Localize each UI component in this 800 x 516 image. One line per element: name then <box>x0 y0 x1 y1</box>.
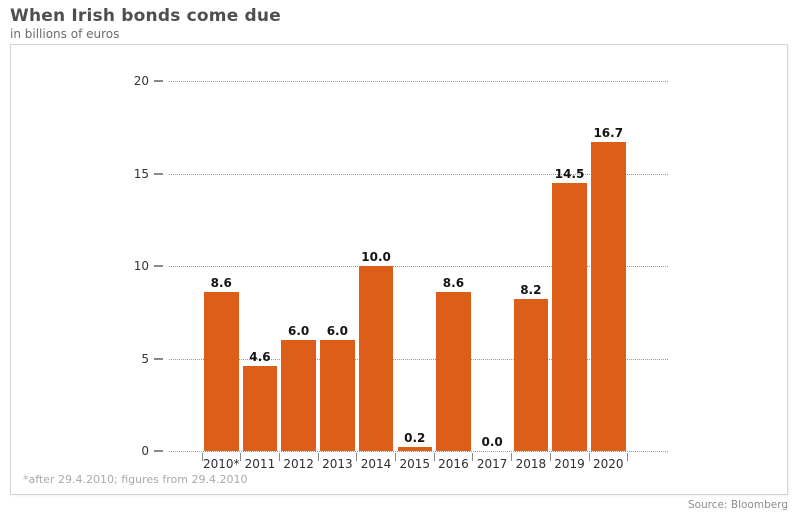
y-axis-tick <box>154 450 163 452</box>
x-axis-tick <box>395 453 396 461</box>
bar-value-label: 8.6 <box>210 275 232 290</box>
bar-2018 <box>513 299 549 451</box>
bar-value-label: 6.0 <box>288 324 310 338</box>
chart-panel: 0 5 10 15 20 8.6 2010* 4.6 2011 6.0 2012 6.0 2013 10.… <box>10 44 788 495</box>
gridline-15 <box>169 173 668 175</box>
x-axis-tick <box>472 453 474 461</box>
x-axis-label: 2012 <box>283 457 314 471</box>
chart-title: When Irish bonds come due <box>10 6 281 26</box>
bar-value-label: 10.0 <box>361 250 391 264</box>
bar-2015 <box>397 447 432 451</box>
x-axis-tick <box>240 453 242 461</box>
bar-value-label: 8.2 <box>520 283 542 298</box>
bar-2012 <box>281 340 316 451</box>
x-axis-tick <box>588 453 590 461</box>
y-axis-tick <box>154 357 163 360</box>
x-axis-label: 2016 <box>438 457 469 471</box>
y-axis-label: 5 <box>141 351 149 366</box>
gridline-5 <box>169 358 668 360</box>
bar-value-label: 4.6 <box>249 349 271 364</box>
x-axis-tick <box>549 453 551 461</box>
y-axis-label: 15 <box>133 166 149 181</box>
x-axis-tick <box>317 453 319 461</box>
x-axis-label: 2010* <box>202 457 240 471</box>
bar-2014 <box>358 266 394 451</box>
bar-value-label: 0.0 <box>481 435 503 449</box>
gridline-10 <box>169 266 668 267</box>
x-axis-tick <box>511 453 513 461</box>
bar-2019 <box>552 182 587 451</box>
bar-2016 <box>436 291 471 451</box>
x-axis-label: 2018 <box>515 457 547 471</box>
gridline-0 <box>169 451 668 452</box>
x-axis-tick <box>201 453 203 461</box>
gridline-20 <box>169 81 668 82</box>
bar-2020 <box>591 142 626 451</box>
y-axis-label: 20 <box>133 74 149 88</box>
y-axis-tick <box>154 80 163 82</box>
bar-value-label: 0.2 <box>404 431 426 446</box>
bar-value-label: 6.0 <box>326 324 348 338</box>
y-axis-tick <box>154 172 163 175</box>
x-axis-label: 2011 <box>244 457 276 471</box>
bar-value-label: 16.7 <box>593 126 624 141</box>
footnote: *after 29.4.2010; figures from 29.4.2010 <box>23 473 248 486</box>
plot-area: 0 5 10 15 20 8.6 2010* 4.6 2011 6.0 2012 6.0 2013 10.… <box>11 45 787 494</box>
bar-2011 <box>242 365 278 451</box>
bar-2013 <box>320 340 355 451</box>
y-axis-label: 10 <box>133 259 149 273</box>
x-axis-label: 2017 <box>476 457 508 471</box>
bar-value-label: 14.5 <box>554 166 585 181</box>
x-axis-label: 2014 <box>360 457 392 471</box>
x-axis-tick <box>627 453 629 461</box>
y-axis-label: 0 <box>141 444 149 458</box>
bar-value-label: 8.6 <box>442 275 465 290</box>
source-label: Source: Bloomberg <box>687 499 788 511</box>
x-axis-label: 2020 <box>592 457 624 471</box>
x-axis-tick <box>433 453 435 461</box>
x-axis-label: 2013 <box>322 457 353 471</box>
bar-2010 <box>204 291 239 451</box>
x-axis-label: 2015 <box>399 457 431 471</box>
x-axis-tick <box>356 453 358 461</box>
x-axis-tick <box>278 453 280 461</box>
chart-subtitle: in billions of euros <box>10 27 120 41</box>
x-axis-label: 2019 <box>554 457 585 471</box>
y-axis-tick <box>154 265 163 267</box>
